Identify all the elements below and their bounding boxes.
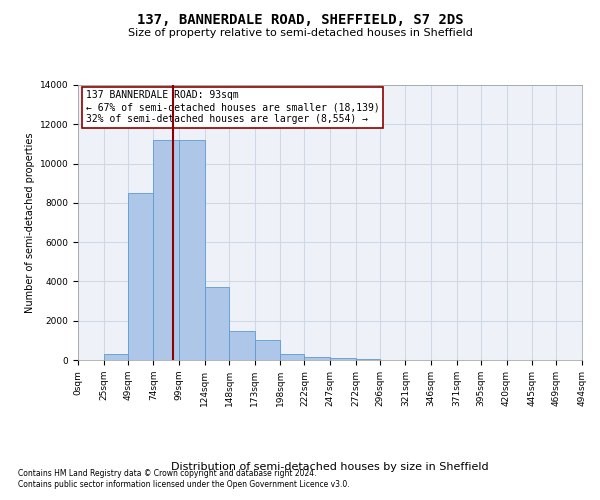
Bar <box>304 357 330 360</box>
Bar <box>330 358 356 360</box>
Bar <box>104 354 128 360</box>
X-axis label: Distribution of semi-detached houses by size in Sheffield: Distribution of semi-detached houses by … <box>171 462 489 471</box>
Text: 137 BANNERDALE ROAD: 93sqm
← 67% of semi-detached houses are smaller (18,139)
32: 137 BANNERDALE ROAD: 93sqm ← 67% of semi… <box>86 90 379 124</box>
Bar <box>128 193 154 360</box>
Text: Contains HM Land Registry data © Crown copyright and database right 2024.: Contains HM Land Registry data © Crown c… <box>18 468 317 477</box>
Bar <box>254 340 280 360</box>
Bar <box>205 288 229 360</box>
Bar <box>229 330 254 360</box>
Text: Contains public sector information licensed under the Open Government Licence v3: Contains public sector information licen… <box>18 480 350 489</box>
Bar <box>179 140 205 360</box>
Bar <box>154 140 179 360</box>
Bar <box>280 354 304 360</box>
Text: 137, BANNERDALE ROAD, SHEFFIELD, S7 2DS: 137, BANNERDALE ROAD, SHEFFIELD, S7 2DS <box>137 12 463 26</box>
Text: Size of property relative to semi-detached houses in Sheffield: Size of property relative to semi-detach… <box>128 28 472 38</box>
Y-axis label: Number of semi-detached properties: Number of semi-detached properties <box>25 132 35 313</box>
